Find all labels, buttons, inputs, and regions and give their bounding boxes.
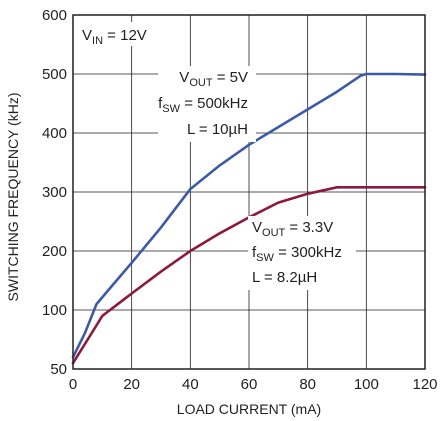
- x-tick-label: 0: [69, 376, 77, 393]
- red-annotation-vout: VOUT = 3.3V: [252, 219, 333, 239]
- red-annotation-bg: [248, 216, 356, 290]
- blue-annotation-inductor: L = 10µH: [187, 121, 248, 138]
- blue-annotation-vout: VOUT = 5V: [179, 69, 248, 89]
- x-tick-label: 60: [241, 376, 258, 393]
- blue-annotation-fsw: fSW = 500kHz: [158, 95, 248, 115]
- series-line-5v: [71, 72, 427, 359]
- series-line-3v3: [71, 186, 427, 365]
- vin-annotation-bg: [78, 22, 162, 46]
- y-tick-label: 200: [42, 243, 67, 260]
- blue-annotation-bg: [158, 66, 256, 142]
- x-tick-label: 80: [299, 376, 316, 393]
- vin-annotation: VIN = 12V: [82, 27, 147, 47]
- red-annotation-fsw: fSW = 300kHz: [252, 244, 342, 264]
- y-tick-label: 300: [42, 184, 67, 201]
- x-tick-label: 100: [354, 376, 379, 393]
- x-tick-label: 120: [412, 376, 437, 393]
- red-annotation-inductor: L = 8.2µH: [252, 269, 317, 286]
- y-tick-label: 400: [42, 125, 67, 142]
- series-group: [71, 72, 427, 365]
- x-tick-labels: 0 20 40 60 80 100 120: [69, 376, 438, 393]
- y-tick-label: 100: [42, 302, 67, 319]
- y-axis-label: SWITCHING FREQUENCY (kHz): [5, 93, 21, 302]
- y-tick-label: 500: [42, 66, 67, 83]
- x-axis-label: LOAD CURRENT (mA): [177, 401, 321, 417]
- y-tick-label: 50: [50, 361, 67, 378]
- x-tick-label: 40: [182, 376, 199, 393]
- y-tick-label: 600: [42, 7, 67, 24]
- x-tick-label: 20: [123, 376, 140, 393]
- plot-frame: [72, 14, 426, 370]
- y-tick-labels: 50 100 200 300 400 500 600: [42, 7, 67, 378]
